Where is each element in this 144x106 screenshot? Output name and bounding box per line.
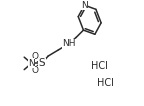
Text: N: N xyxy=(28,59,35,68)
Text: O: O xyxy=(31,52,38,61)
Text: NH: NH xyxy=(62,39,76,48)
Text: HCl: HCl xyxy=(97,78,114,88)
Text: N: N xyxy=(81,1,88,10)
Text: HCl: HCl xyxy=(91,61,107,72)
Text: S: S xyxy=(39,58,45,68)
Text: O: O xyxy=(31,66,38,75)
